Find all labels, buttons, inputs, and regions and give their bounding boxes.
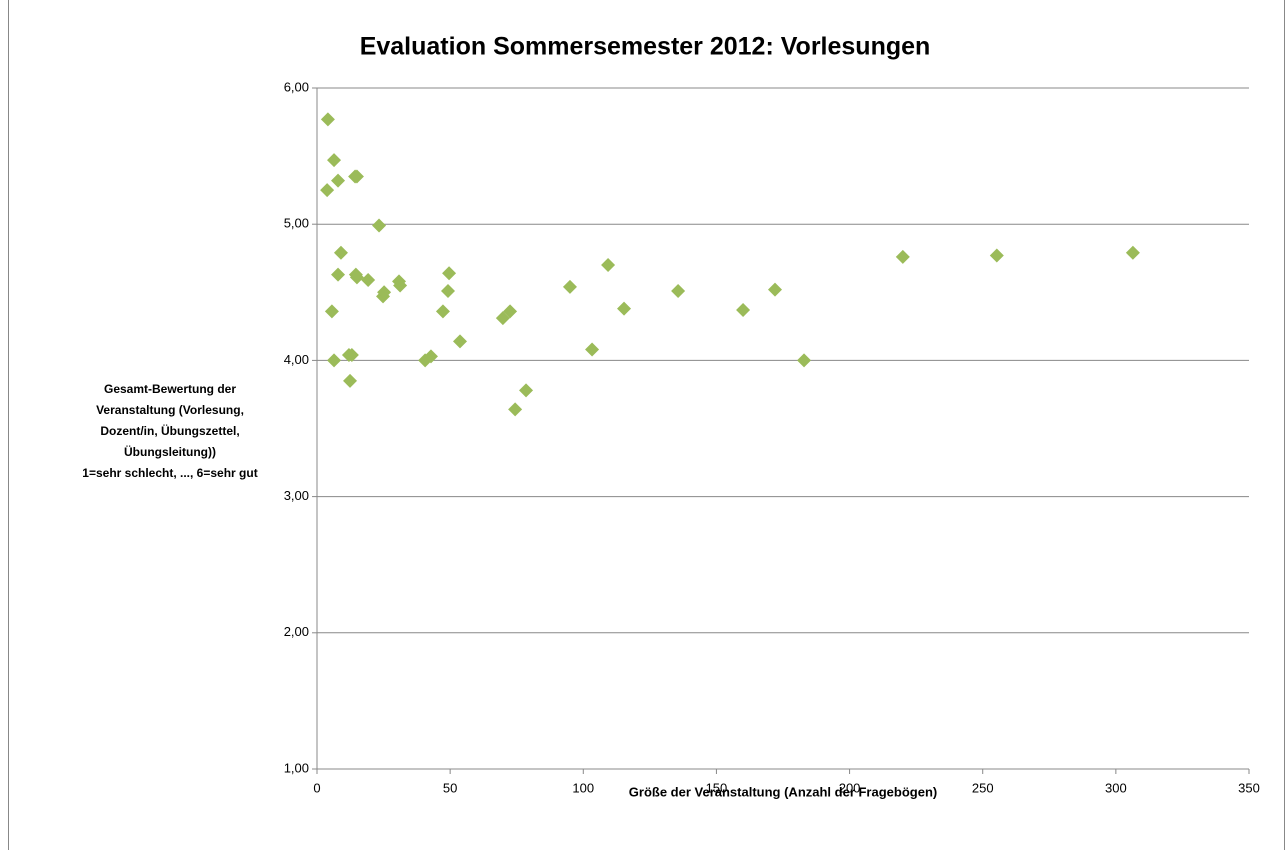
point	[423, 349, 438, 364]
point	[508, 402, 523, 417]
point	[361, 273, 376, 288]
y-axis-label: Gesamt-Bewertung der	[104, 382, 236, 396]
point	[327, 353, 342, 368]
x-tick-label: 50	[443, 780, 457, 795]
point	[372, 218, 387, 233]
x-tick-label: 300	[1105, 780, 1127, 795]
point	[585, 342, 600, 357]
point	[324, 304, 339, 319]
chart-title: Evaluation Sommersemester 2012: Vorlesun…	[360, 33, 931, 61]
x-tick-label: 150	[706, 780, 728, 795]
point	[1125, 245, 1140, 260]
y-tick-label: 4,00	[284, 352, 309, 367]
point	[671, 283, 686, 298]
y-axis-label: 1=sehr schlecht, ..., 6=sehr gut	[82, 466, 257, 480]
point	[331, 267, 346, 282]
point	[503, 304, 518, 319]
point	[519, 383, 534, 398]
point	[320, 183, 335, 198]
point	[617, 301, 632, 316]
point	[333, 245, 348, 260]
y-axis-label: Veranstaltung (Vorlesung,	[96, 403, 244, 417]
y-tick-label: 5,00	[284, 216, 309, 231]
point	[320, 112, 335, 127]
y-axis-label: Dozent/in, Übungszettel,	[100, 423, 239, 438]
y-axis-label: Übungsleitung))	[124, 444, 216, 459]
x-axis-label: Größe der Veranstaltung (Anzahl der Frag…	[629, 784, 937, 799]
x-tick-label: 200	[839, 780, 861, 795]
point	[344, 347, 359, 362]
x-tick-label: 0	[313, 780, 320, 795]
point	[331, 173, 346, 188]
point	[327, 153, 342, 168]
point	[768, 282, 783, 297]
point	[736, 303, 751, 318]
point	[989, 248, 1004, 263]
point	[393, 278, 408, 293]
y-tick-label: 2,00	[284, 624, 309, 639]
x-tick-label: 100	[572, 780, 594, 795]
x-tick-label: 350	[1238, 780, 1260, 795]
point	[797, 353, 812, 368]
y-tick-label: 1,00	[284, 760, 309, 775]
point	[349, 270, 364, 285]
chart-frame	[8, 0, 1285, 850]
y-tick-label: 6,00	[284, 79, 309, 94]
y-tick-label: 3,00	[284, 488, 309, 503]
point	[343, 373, 358, 388]
point	[562, 279, 577, 294]
point	[442, 266, 457, 281]
point	[377, 285, 392, 300]
point	[452, 334, 467, 349]
point	[435, 304, 450, 319]
point	[349, 169, 364, 184]
point	[441, 283, 456, 298]
x-tick-label: 250	[972, 780, 994, 795]
point	[895, 249, 910, 264]
point	[601, 258, 616, 273]
